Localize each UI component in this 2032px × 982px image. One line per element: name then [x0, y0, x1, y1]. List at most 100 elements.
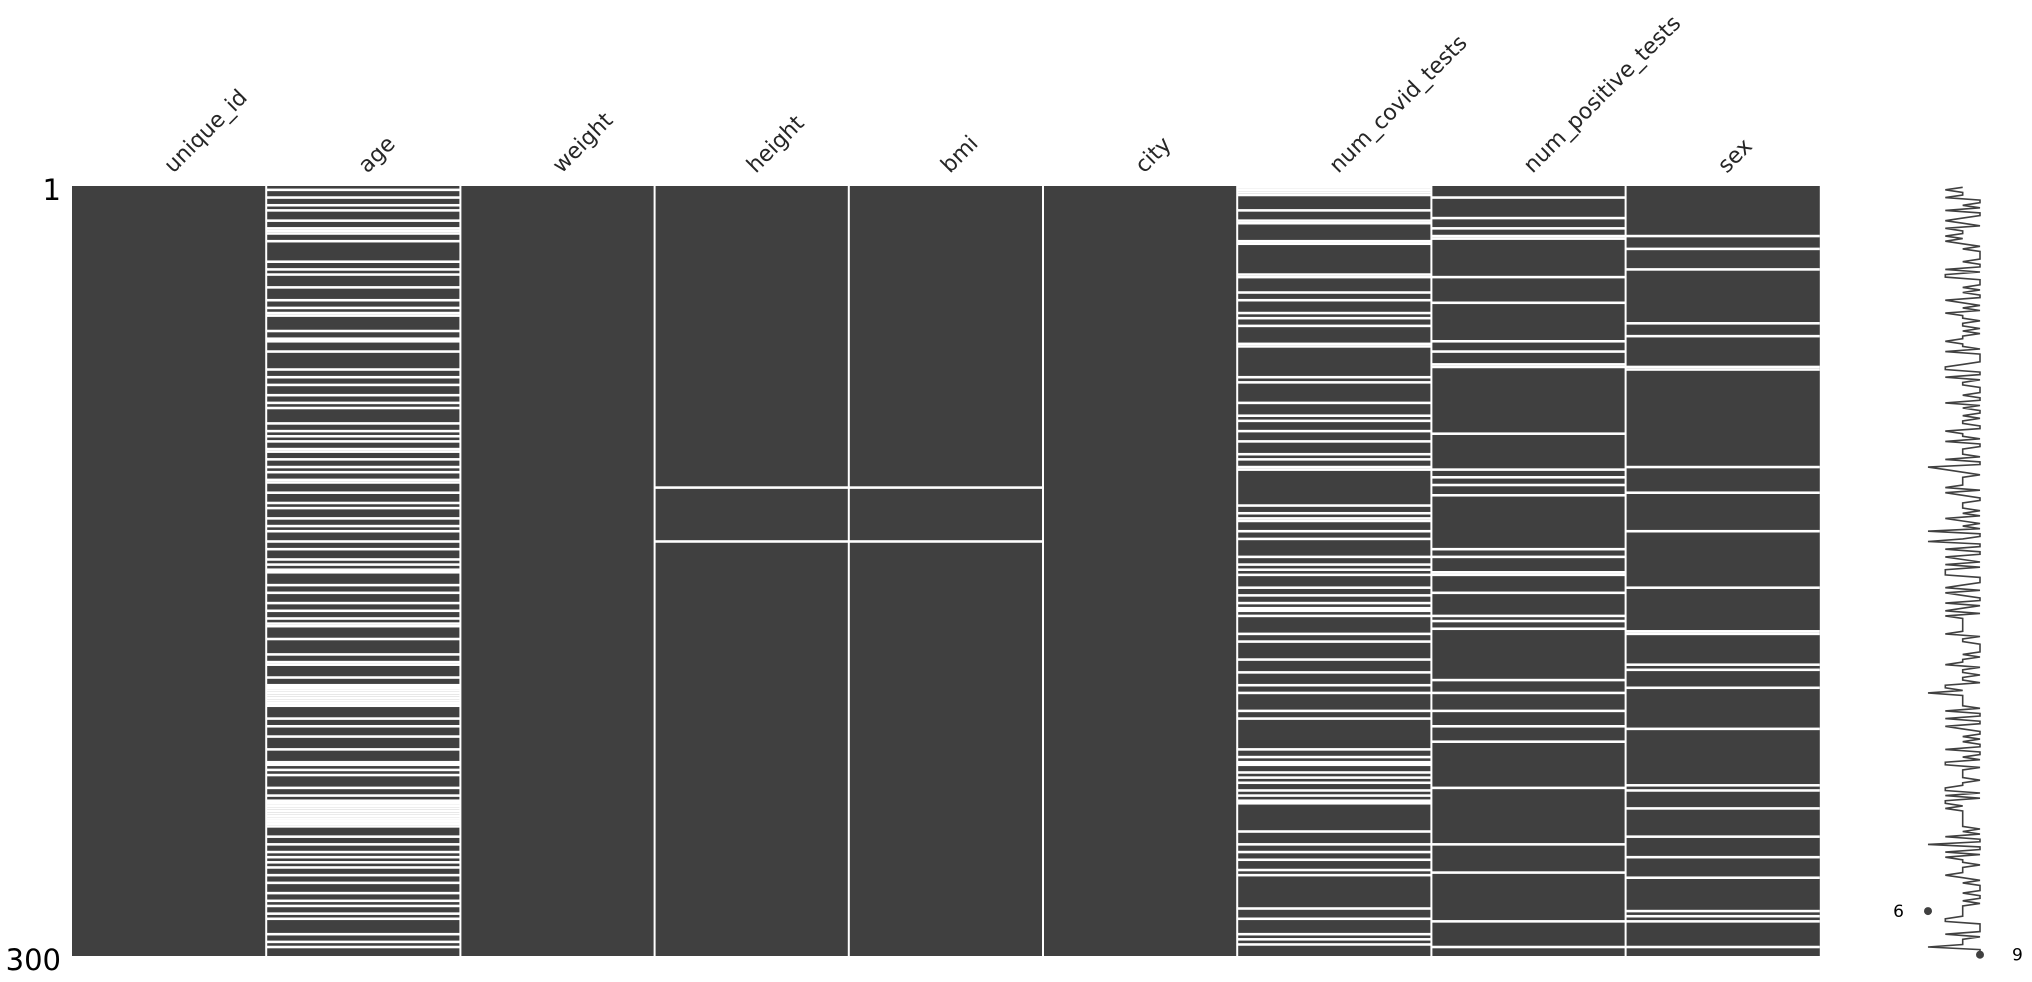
missing-cell — [1625, 247, 1820, 251]
missing-cell — [1237, 932, 1432, 936]
missing-cell — [1237, 517, 1432, 520]
missing-cell — [1237, 789, 1432, 792]
missing-cell — [1625, 784, 1820, 787]
missing-cell — [1237, 658, 1432, 661]
missing-cell — [266, 855, 461, 859]
missing-cell — [266, 819, 461, 823]
missing-cell — [266, 676, 461, 679]
missing-cell — [1625, 268, 1820, 271]
missing-cell — [1431, 678, 1626, 682]
missing-cell — [266, 591, 461, 595]
missing-cell — [266, 812, 461, 815]
missing-cell — [654, 486, 849, 489]
missing-cell — [1237, 345, 1432, 348]
column-filled-sex — [1625, 186, 1820, 956]
missing-cell — [266, 748, 461, 751]
sparkline-line — [1927, 186, 1981, 955]
missing-cell — [266, 835, 461, 838]
missing-cell — [1431, 275, 1626, 279]
column-label-num_positive_tests: num_positive_tests — [1519, 11, 1686, 178]
missing-cell — [266, 653, 461, 656]
matrix-column-weight — [460, 186, 655, 956]
missing-cell — [266, 799, 461, 802]
missing-cell — [266, 571, 461, 574]
missing-cell — [1431, 494, 1626, 497]
missing-cell — [266, 501, 461, 505]
missing-cell — [1237, 763, 1432, 767]
missing-cell — [1237, 781, 1432, 785]
column-label-num_covid_tests: num_covid_tests — [1325, 31, 1473, 179]
missing-cell — [266, 219, 461, 222]
missing-cell — [1237, 401, 1432, 405]
missing-cell — [266, 622, 461, 625]
missing-cell — [266, 540, 461, 543]
column-label-city: city — [1131, 132, 1177, 178]
missing-cell — [266, 506, 461, 510]
missing-cell — [1237, 555, 1432, 559]
column-filled-unique_id — [72, 186, 267, 956]
missing-cell — [266, 694, 461, 697]
missing-cell — [266, 314, 461, 317]
missing-cell — [1431, 227, 1626, 230]
missing-cell — [266, 273, 461, 276]
missing-cell — [1237, 275, 1432, 279]
column-labels: unique_id age weight height bmi city num_covid… — [160, 11, 1758, 178]
missing-cell — [1237, 381, 1432, 384]
matrix-column-height — [654, 186, 849, 956]
missing-cell — [1431, 432, 1626, 435]
missing-cell — [1237, 191, 1432, 194]
missing-cell — [266, 617, 461, 620]
missing-cell — [1237, 414, 1432, 417]
missing-cell — [266, 563, 461, 566]
missing-cell — [1431, 234, 1626, 238]
missing-cell — [1625, 365, 1820, 369]
missing-cell — [266, 583, 461, 587]
missing-cell — [266, 850, 461, 854]
missing-cell — [1237, 830, 1432, 833]
missing-cell — [1237, 601, 1432, 605]
missing-cell — [1625, 855, 1820, 859]
missing-cell — [1431, 483, 1626, 487]
missing-cell — [1237, 943, 1432, 946]
missing-cell — [1237, 342, 1432, 346]
missing-cell — [266, 434, 461, 438]
missing-cell — [1431, 216, 1626, 220]
missing-cell — [1237, 938, 1432, 941]
missing-cell — [1237, 537, 1432, 541]
missing-cell — [1431, 725, 1626, 728]
missing-cell — [266, 470, 461, 474]
missing-cell — [266, 763, 461, 767]
missing-cell — [848, 486, 1043, 489]
missing-cell — [1625, 491, 1820, 494]
missing-cell — [266, 891, 461, 895]
matrix-column-sex — [1625, 186, 1820, 956]
missing-cell — [266, 704, 461, 708]
missing-cell — [266, 524, 461, 528]
sparkline-min-marker — [1924, 907, 1932, 916]
missing-cell — [1237, 291, 1432, 294]
missing-cell — [266, 917, 461, 921]
missing-cell — [848, 540, 1043, 543]
missing-cell — [1237, 609, 1432, 613]
missing-cell — [266, 794, 461, 797]
missing-cell — [1431, 196, 1626, 199]
missing-cell — [266, 802, 461, 805]
missing-cell — [1625, 909, 1820, 913]
missing-cell — [266, 229, 461, 233]
missing-cell — [1237, 316, 1432, 320]
missing-cell — [1431, 571, 1626, 574]
missing-cell — [1431, 363, 1626, 366]
missing-cell — [1625, 807, 1820, 810]
missing-cell — [266, 383, 461, 387]
missing-cell — [266, 209, 461, 212]
missing-cell — [266, 699, 461, 702]
missing-cell — [1237, 568, 1432, 571]
missing-cell — [1237, 709, 1432, 713]
missing-cell — [266, 773, 461, 777]
missing-cell — [1237, 458, 1432, 461]
completeness-sparkline: 6 9 — [1893, 186, 2023, 966]
missing-cell — [1237, 802, 1432, 805]
missing-cell — [1237, 519, 1432, 523]
missing-cell — [266, 450, 461, 453]
missing-cell — [1237, 632, 1432, 636]
